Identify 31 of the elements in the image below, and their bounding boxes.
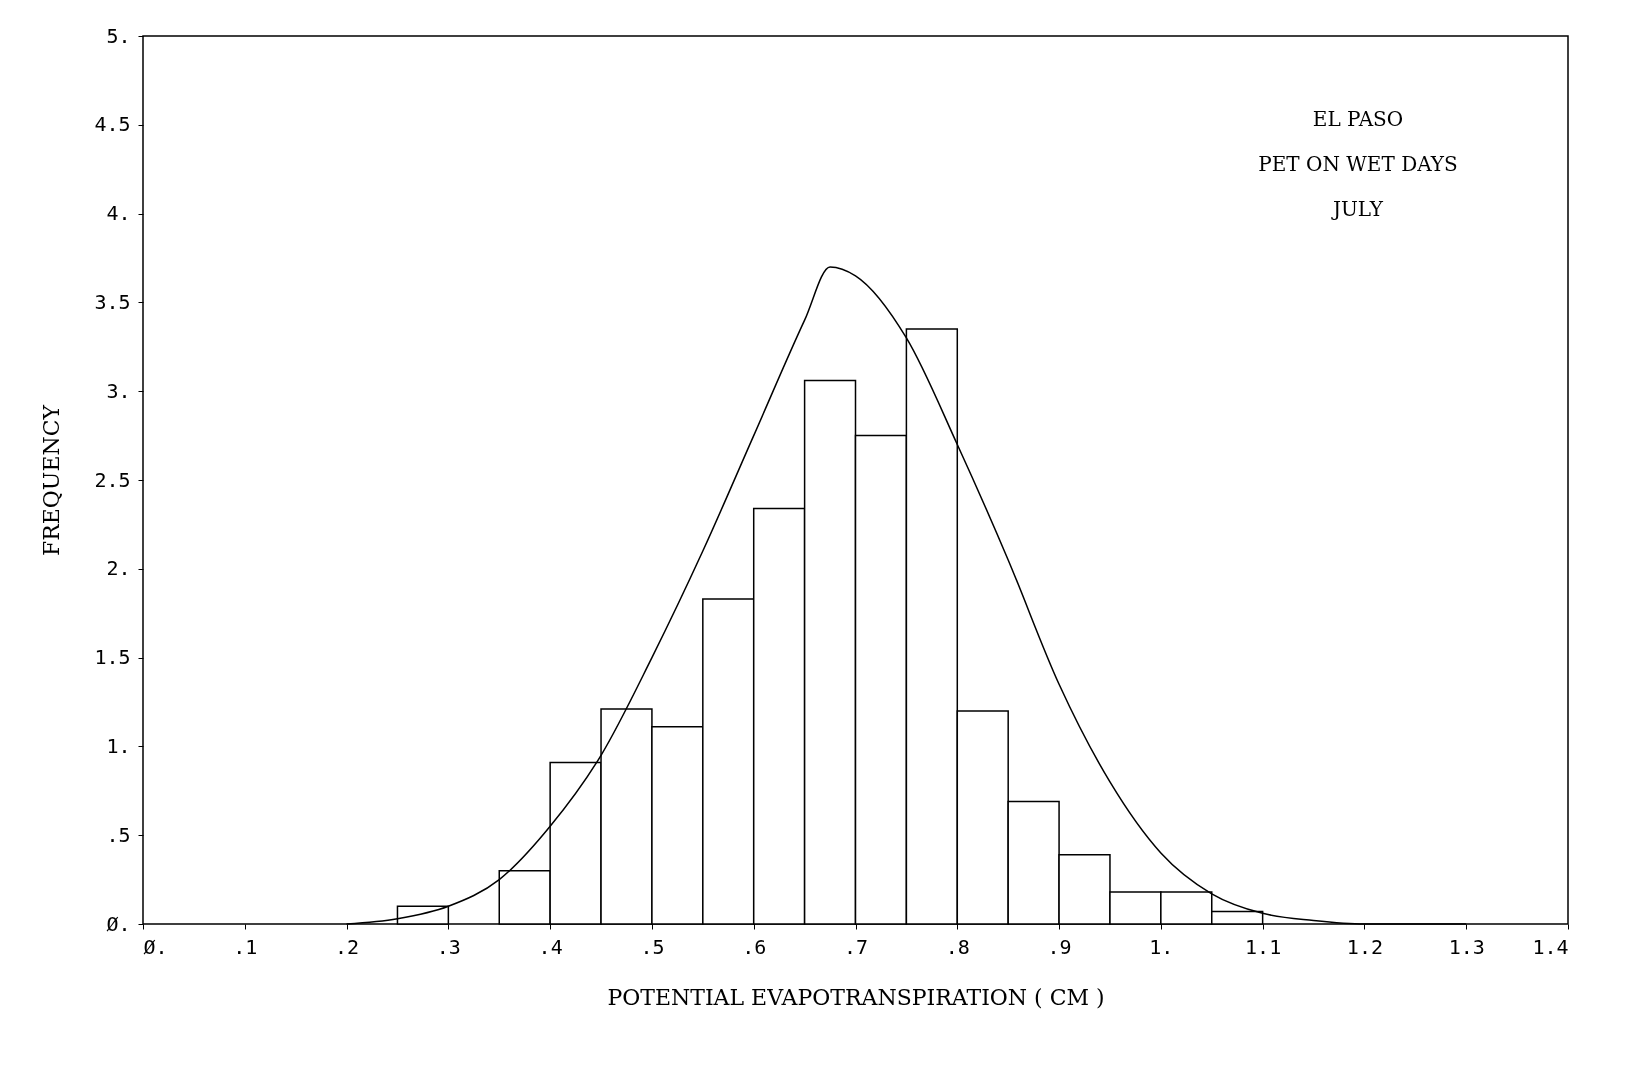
y-tick-label: Ø. bbox=[106, 911, 131, 936]
x-tick-label: .6 bbox=[742, 934, 767, 959]
y-tick-label: 2.5 bbox=[94, 467, 131, 492]
annotation: PET ON WET DAYS bbox=[1258, 152, 1458, 176]
x-tick-label: 1.1 bbox=[1245, 934, 1282, 959]
y-tick-label: 3. bbox=[106, 378, 131, 403]
x-tick-label: .8 bbox=[945, 934, 970, 959]
x-tick-label: 1. bbox=[1149, 934, 1174, 959]
x-tick-label: .4 bbox=[538, 934, 563, 959]
x-tick-label: .9 bbox=[1047, 934, 1072, 959]
x-tick-label: 1.4 bbox=[1532, 934, 1569, 959]
y-tick-label: 2. bbox=[106, 556, 131, 581]
y-tick-label: 4. bbox=[106, 201, 131, 226]
x-tick-label: 1.3 bbox=[1448, 934, 1485, 959]
annotation: EL PASO bbox=[1312, 107, 1404, 131]
x-tick-label: .1 bbox=[233, 934, 258, 959]
y-tick-label: 3.5 bbox=[94, 289, 131, 314]
y-tick-label: 4.5 bbox=[94, 112, 131, 137]
x-tick-label: .7 bbox=[843, 934, 869, 959]
y-tick-label: 1. bbox=[106, 733, 131, 758]
x-tick-label: 1.2 bbox=[1346, 934, 1383, 959]
x-tick-label: .3 bbox=[436, 934, 461, 959]
y-tick-label: 5. bbox=[106, 23, 131, 48]
x-tick-label: Ø. bbox=[143, 934, 168, 959]
x-tick-label: .2 bbox=[335, 934, 360, 959]
y-tick-label: 1.5 bbox=[94, 645, 131, 670]
x-axis-title: POTENTIAL EVAPOTRANSPIRATION ( CM ) bbox=[607, 984, 1105, 1010]
y-tick-label: .5 bbox=[106, 822, 131, 847]
x-tick-label: .5 bbox=[640, 934, 665, 959]
annotation: JULY bbox=[1330, 197, 1384, 221]
y-axis-title: FREQUENCY bbox=[39, 404, 65, 557]
